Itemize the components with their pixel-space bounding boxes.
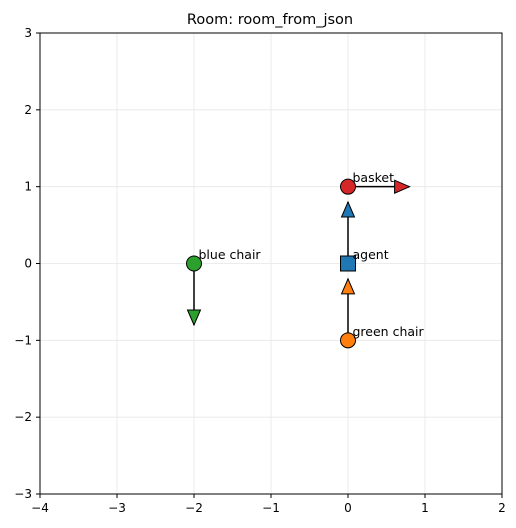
plot-frame xyxy=(39,32,503,495)
y-tick-label: 0 xyxy=(24,257,32,271)
basket-heading-arrow xyxy=(394,179,411,194)
y-tick-label: 1 xyxy=(24,180,32,194)
blue-chair-label: blue chair xyxy=(199,247,262,262)
x-tick-label: 2 xyxy=(498,501,506,515)
x-tick-label: −2 xyxy=(185,501,203,515)
chart-title: Room: room_from_json xyxy=(187,12,353,28)
plot-marks xyxy=(186,178,411,349)
x-tick-label: 0 xyxy=(344,501,352,515)
grid xyxy=(39,32,503,495)
agent-marker xyxy=(340,255,356,272)
y-tick-label: −3 xyxy=(14,487,32,501)
green-chair-heading-arrow xyxy=(340,277,356,295)
x-tick-label: −1 xyxy=(262,501,280,515)
x-tick-label: −3 xyxy=(108,501,126,515)
green-chair-label: green chair xyxy=(353,324,425,339)
agent-label: agent xyxy=(353,247,389,262)
x-tick-label: 1 xyxy=(421,501,429,515)
y-tick-label: −1 xyxy=(14,333,32,347)
green-chair-marker xyxy=(340,332,356,349)
object-labels: agent green chair blue chair basket xyxy=(199,170,425,339)
agent-heading-arrow xyxy=(340,200,356,218)
y-tick-label: −2 xyxy=(14,410,32,424)
basket-label: basket xyxy=(353,170,395,185)
y-tick-label: 2 xyxy=(24,103,32,117)
x-tick-label: −4 xyxy=(31,501,49,515)
blue-chair-marker xyxy=(186,255,202,272)
y-tick-label: 3 xyxy=(24,26,32,40)
blue-chair-heading-arrow xyxy=(186,309,202,327)
basket-marker xyxy=(340,178,356,195)
